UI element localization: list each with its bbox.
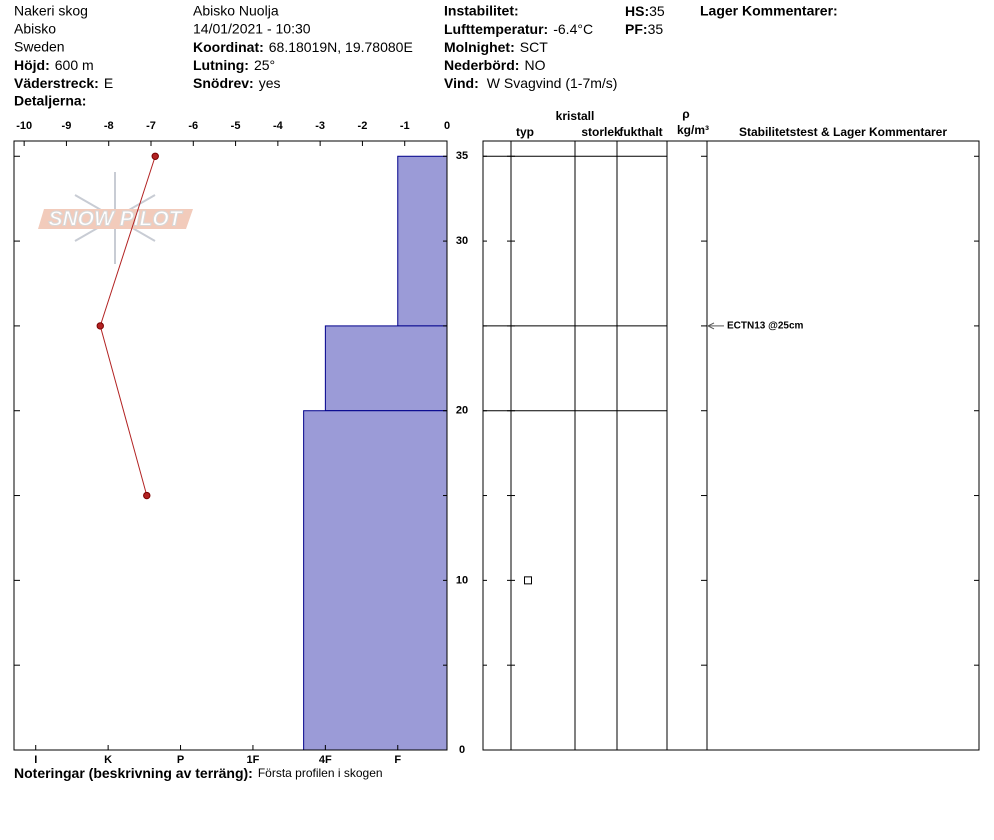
label: Snödrev: [193, 75, 254, 91]
coordinates: Koordinat: 68.18019N, 19.78080E [193, 39, 413, 55]
precip: Nederbörd: NO [444, 57, 546, 73]
label: PF: [625, 21, 648, 37]
logo-text: SNOW PILOT [49, 208, 184, 231]
country: Sweden [14, 39, 65, 55]
region: Abisko [14, 21, 56, 37]
temperature-point [151, 152, 159, 160]
x-tick-label: -6 [188, 120, 198, 132]
logo: SNOW PILOT [38, 172, 193, 264]
x-tick-label: -1 [400, 120, 410, 132]
value: yes [259, 75, 281, 91]
column-header: Stabilitetstest & Lager Kommentarer [739, 125, 947, 139]
value: -6.4°C [553, 21, 593, 37]
value: E [104, 75, 113, 91]
instability: Instabilitet: [444, 3, 519, 19]
y-tick-label: 20 [456, 405, 468, 417]
grain-symbol [524, 576, 532, 585]
x-tick-label: -4 [273, 120, 284, 132]
air-temp: Lufttemperatur: -6.4°C [444, 21, 593, 37]
value: 25° [254, 57, 275, 73]
value: 600 m [55, 57, 94, 73]
details: Detaljerna: [14, 93, 86, 109]
aspect: Väderstreck: E [14, 75, 113, 91]
label: Höjd: [14, 57, 50, 73]
hardness-bar [303, 410, 448, 751]
value: 35 [649, 3, 665, 19]
hs: HS:35 [625, 3, 665, 19]
pf: PF:35 [625, 21, 663, 37]
y-tick-label: 10 [456, 574, 468, 586]
value: SCT [520, 39, 548, 55]
label: Nederbörd: [444, 57, 519, 73]
value: Första profilen i skogen [258, 766, 383, 780]
hardness-bar [397, 155, 448, 327]
label: Lufttemperatur: [444, 21, 548, 37]
temperature-point [96, 322, 104, 330]
hardness-tick-label: K [104, 754, 112, 766]
wind-loading: Snödrev: yes [193, 75, 280, 91]
value: 35 [648, 21, 664, 37]
column-header: storlek [581, 125, 621, 139]
x-tick-label: 0 [444, 120, 450, 132]
label: HS: [625, 3, 649, 19]
datetime: 14/01/2021 - 10:30 [193, 21, 311, 37]
x-tick-label: -5 [231, 120, 241, 132]
label: Molnighet: [444, 39, 515, 55]
y-tick-label: 35 [456, 150, 468, 162]
label: Noteringar (beskrivning av terräng): [14, 765, 253, 781]
column-header: kristall [556, 109, 595, 123]
hardness-tick-label: 1F [247, 754, 260, 766]
sky: Molnighet: SCT [444, 39, 548, 55]
value: NO [524, 57, 545, 73]
y-tick-label: 30 [456, 235, 468, 247]
x-tick-label: -9 [62, 120, 72, 132]
location: Abisko Nuolja [193, 3, 279, 19]
hardness-tick-label: 4F [319, 754, 332, 766]
column-header: fukthalt [619, 125, 662, 139]
layer-comments: Lager Kommentarer: [700, 3, 838, 19]
x-tick-label: -10 [16, 120, 32, 132]
test-arrowhead [707, 322, 715, 330]
x-tick-label: -2 [358, 120, 368, 132]
hardness-tick-label: I [34, 754, 37, 766]
wind: Vind: W Svagvind (1-7m/s) [444, 75, 617, 91]
value: 68.18019N, 19.78080E [269, 39, 413, 55]
label: Koordinat: [193, 39, 264, 55]
x-tick-label: -7 [146, 120, 156, 132]
column-header: kg/m³ [677, 123, 709, 137]
site: Nakeri skog [14, 3, 88, 19]
plot-frame [13, 140, 448, 751]
hardness-tick-label: P [177, 754, 184, 766]
x-tick-label: -8 [104, 120, 114, 132]
value: W Svagvind (1-7m/s) [487, 75, 618, 91]
temperature-point [143, 491, 151, 500]
hardness-tick-label: F [394, 754, 401, 766]
notes: Noteringar (beskrivning av terräng): Förs… [14, 765, 383, 781]
test-label: ECTN13 @25cm [727, 321, 804, 332]
column-header: typ [516, 125, 534, 139]
column-header: ρ [682, 107, 689, 121]
label: Lutning: [193, 57, 249, 73]
y-tick-label: 0 [459, 744, 465, 756]
slope: Lutning: 25° [193, 57, 275, 73]
label: Vind: [444, 75, 479, 91]
hardness-bar [324, 325, 448, 412]
x-tick-label: -3 [315, 120, 325, 132]
label: Väderstreck: [14, 75, 99, 91]
table-frame [482, 140, 980, 751]
elevation: Höjd: 600 m [14, 57, 94, 73]
